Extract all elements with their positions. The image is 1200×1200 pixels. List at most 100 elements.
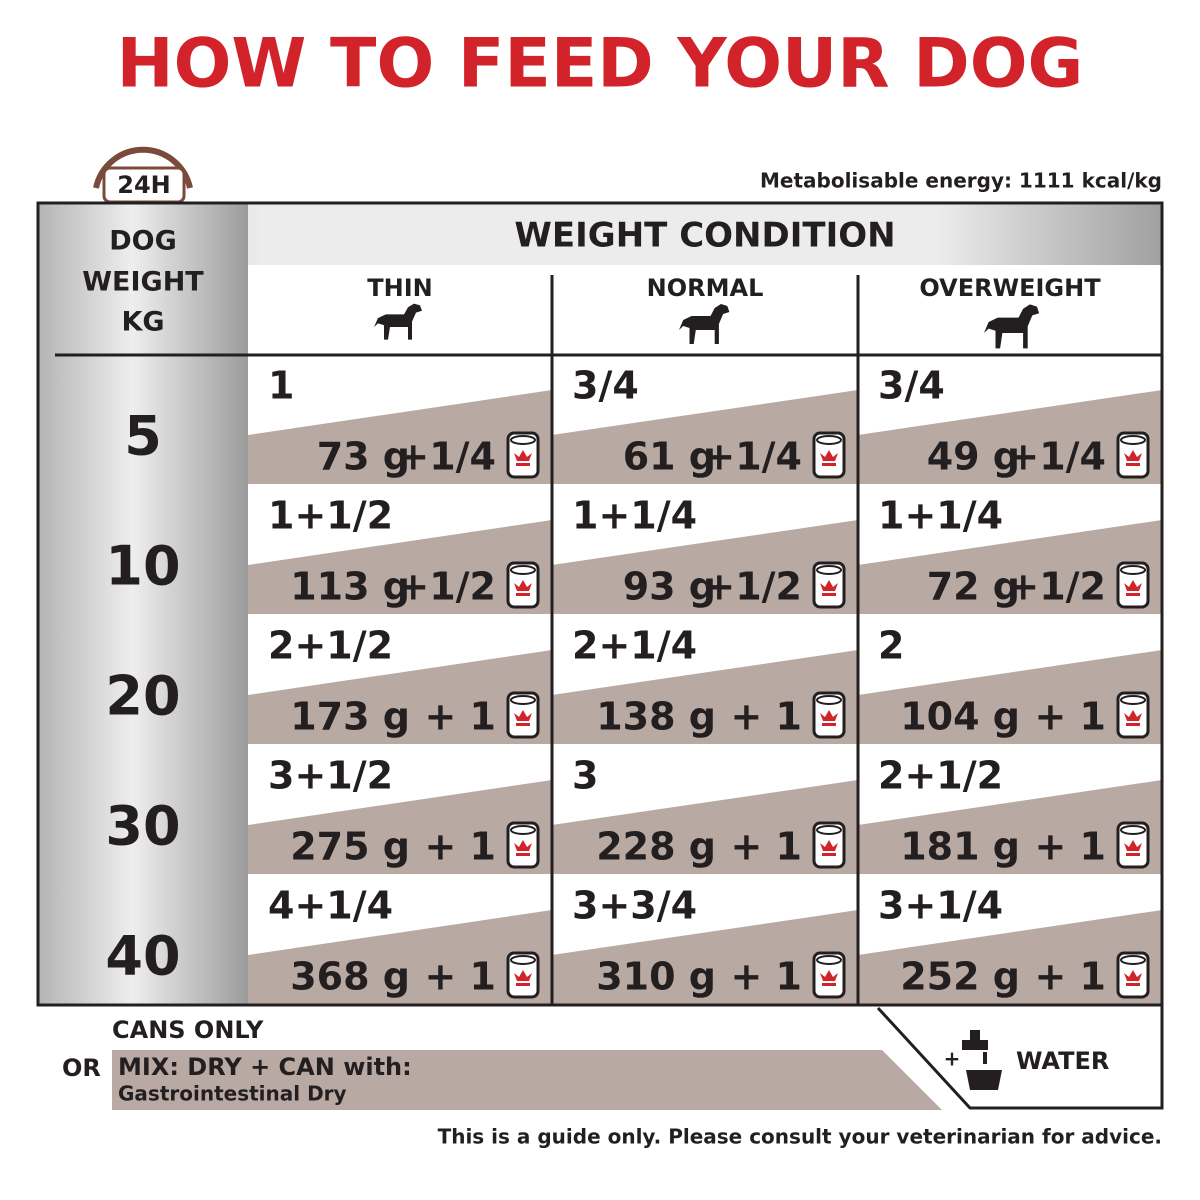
cans-amount: 2+1/2 [878, 754, 1003, 798]
mix-band [248, 910, 552, 1005]
cans-amount: 1+1/4 [572, 494, 697, 538]
can-amount: + 1 [424, 695, 496, 739]
can-icon [506, 951, 540, 999]
mix-band [112, 1050, 942, 1110]
dry-amount: 173 g [290, 695, 410, 739]
can-icon [1116, 431, 1150, 479]
water-box [876, 1005, 1164, 1110]
dry-amount: 368 g [290, 955, 410, 999]
cans-amount: 3+3/4 [572, 884, 697, 928]
can-icon [506, 691, 540, 739]
mix-band [248, 650, 552, 745]
can-icon [1116, 561, 1150, 609]
mix-product: Gastrointestinal Dry [118, 1082, 347, 1106]
mix-band [858, 390, 1162, 485]
water-icon [962, 1030, 1002, 1090]
row-weight: 30 [105, 795, 180, 858]
can-icon [1116, 691, 1150, 739]
mix-band [248, 780, 552, 875]
dry-amount: 228 g [596, 825, 716, 869]
mix-band [552, 780, 858, 875]
column-header: THIN [367, 274, 432, 302]
dry-amount: 138 g [596, 695, 716, 739]
weight-column [38, 203, 248, 1005]
corner-header: KG [121, 307, 164, 338]
cans-amount: 4+1/4 [268, 884, 393, 928]
dry-amount: 310 g [596, 955, 716, 999]
badge-text: 24H [117, 171, 170, 199]
can-amount: +1/2 [1007, 565, 1106, 609]
can-icon [812, 951, 846, 999]
corner-header: DOG [109, 226, 177, 257]
badge-24h: 24H [93, 146, 193, 204]
column-header: OVERWEIGHT [919, 274, 1101, 302]
can-icon [506, 821, 540, 869]
mix-band [858, 780, 1162, 875]
water-label: WATER [1016, 1047, 1109, 1075]
cans-amount: 1+1/2 [268, 494, 393, 538]
can-icon [812, 821, 846, 869]
energy-note: Metabolisable energy: 1111 kcal/kg [760, 169, 1162, 193]
can-icon [1116, 821, 1150, 869]
cans-amount: 2 [878, 624, 904, 668]
dry-amount: 72 g [927, 565, 1020, 609]
can-icon [506, 431, 540, 479]
column-header-band [248, 265, 1162, 355]
cans-amount: 1+1/4 [878, 494, 1003, 538]
can-amount: +1/4 [1007, 435, 1106, 479]
can-icon [812, 431, 846, 479]
can-icon [1116, 951, 1150, 999]
cans-amount: 3/4 [878, 364, 945, 408]
can-amount: + 1 [730, 695, 802, 739]
mix-label: MIX: DRY + CAN with: [118, 1053, 412, 1081]
can-amount: + 1 [730, 825, 802, 869]
water-plus: + [944, 1047, 961, 1071]
cans-amount: 3/4 [572, 364, 639, 408]
corner-header: WEIGHT [82, 267, 204, 298]
dry-amount: 104 g [900, 695, 1020, 739]
dry-amount: 275 g [290, 825, 410, 869]
mix-band [858, 520, 1162, 615]
group-header: WEIGHT CONDITION [514, 216, 895, 256]
table-border [36, 201, 1164, 1007]
can-amount: + 1 [1034, 955, 1106, 999]
mix-band [552, 910, 858, 1005]
disclaimer: This is a guide only. Please consult you… [438, 1125, 1162, 1149]
dry-amount: 49 g [927, 435, 1020, 479]
can-icon [812, 561, 846, 609]
mix-band [552, 520, 858, 615]
dry-amount: 252 g [900, 955, 1020, 999]
can-amount: +1/4 [703, 435, 802, 479]
dry-amount: 73 g [317, 435, 410, 479]
dry-amount: 113 g [290, 565, 410, 609]
mix-band [858, 910, 1162, 1005]
title: HOW TO FEED YOUR DOG [117, 25, 1084, 104]
row-weight: 20 [105, 665, 180, 728]
can-amount: + 1 [1034, 825, 1106, 869]
can-amount: + 1 [730, 955, 802, 999]
can-amount: +1/4 [397, 435, 496, 479]
can-amount: +1/2 [703, 565, 802, 609]
mix-band [552, 390, 858, 485]
cans-amount: 2+1/4 [572, 624, 697, 668]
cans-amount: 3 [572, 754, 598, 798]
mix-band [552, 650, 858, 745]
can-amount: + 1 [424, 955, 496, 999]
dry-amount: 93 g [623, 565, 716, 609]
can-amount: +1/2 [397, 565, 496, 609]
mix-band [248, 520, 552, 615]
dry-amount: 181 g [900, 825, 1020, 869]
can-amount: + 1 [424, 825, 496, 869]
mix-band [248, 390, 552, 485]
cans-amount: 2+1/2 [268, 624, 393, 668]
or-label: OR [62, 1054, 101, 1082]
column-header: NORMAL [647, 274, 764, 302]
can-icon [812, 691, 846, 739]
cans-amount: 3+1/2 [268, 754, 393, 798]
cans-amount: 1 [268, 364, 294, 408]
cans-only: CANS ONLY [112, 1016, 264, 1044]
row-weight: 5 [124, 405, 162, 468]
can-amount: + 1 [1034, 695, 1106, 739]
